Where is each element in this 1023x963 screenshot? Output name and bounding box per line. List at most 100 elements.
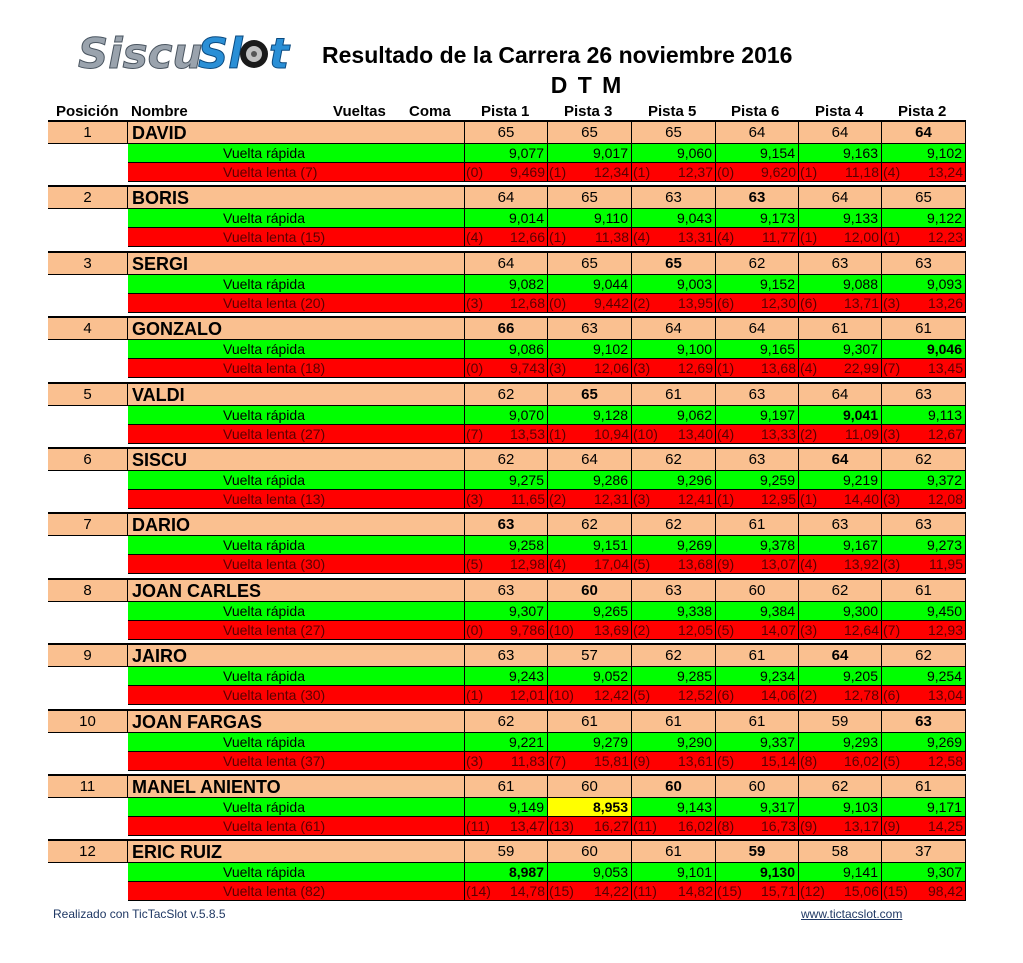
track-laps: 64 xyxy=(799,449,882,471)
slow-lap-rank: (4) xyxy=(717,229,735,245)
row-separator xyxy=(48,709,966,711)
race-category: D T M xyxy=(550,72,624,98)
fast-lap-label: Vuelta rápida xyxy=(128,209,465,228)
slow-lap-time: (9) 13,61 xyxy=(632,752,716,771)
track-laps: 64 xyxy=(799,384,882,406)
slow-lap-rank: (5) xyxy=(717,753,735,769)
slow-lap-rank: (7) xyxy=(466,426,484,442)
track-laps: 60 xyxy=(548,841,632,863)
track-laps: 61 xyxy=(716,645,799,667)
slow-lap-time: (11) 14,82 xyxy=(632,882,716,901)
slow-lap-rank: (1) xyxy=(800,229,818,245)
track-laps: 63 xyxy=(632,580,716,602)
slow-lap-value: 13,71 xyxy=(843,295,879,311)
fast-lap-time: 9,293 xyxy=(799,733,882,752)
slow-lap-rank: (2) xyxy=(633,622,651,638)
slow-lap-value: 12,08 xyxy=(927,491,963,507)
fast-lap-time: 9,171 xyxy=(882,798,966,817)
slow-lap-time: (3) 11,83 xyxy=(465,752,548,771)
fast-lap-time: 9,285 xyxy=(632,667,716,686)
slow-lap-value: 22,99 xyxy=(843,360,879,376)
track-laps: 65 xyxy=(548,253,632,275)
fast-lap-label: Vuelta rápida xyxy=(128,340,465,359)
fast-lap-time: 9,141 xyxy=(799,863,882,882)
driver-name: GONZALO379,028 xyxy=(128,318,465,340)
track-laps: 60 xyxy=(548,776,632,798)
fast-lap-time: 9,130 xyxy=(716,863,799,882)
slow-lap-value: 13,31 xyxy=(677,229,713,245)
slow-lap-value: 15,06 xyxy=(843,883,879,899)
slow-lap-value: 12,05 xyxy=(677,622,713,638)
track-laps: 64 xyxy=(799,187,882,209)
driver-name: BORIS384,077 xyxy=(128,187,465,209)
fast-lap-time: 9,307 xyxy=(799,340,882,359)
track-laps: 61 xyxy=(799,318,882,340)
slow-lap-rank: (6) xyxy=(717,687,735,703)
track-laps: 61 xyxy=(548,711,632,733)
slow-lap-time: (9) 14,25 xyxy=(882,817,966,836)
track-laps: 60 xyxy=(716,580,799,602)
fast-lap-time: 9,450 xyxy=(882,602,966,621)
slow-lap-time: (3) 12,67 xyxy=(882,425,966,444)
slow-lap-value: 13,92 xyxy=(843,556,879,572)
fast-lap-time: 9,269 xyxy=(632,536,716,555)
slow-lap-rank: (12) xyxy=(800,883,825,899)
slow-lap-time: (1) 11,18 xyxy=(799,163,882,182)
track-laps: 65 xyxy=(632,253,716,275)
slow-lap-rank: (3) xyxy=(800,622,818,638)
slow-lap-time: (15) 14,22 xyxy=(548,882,632,901)
fast-lap-time: 9,372 xyxy=(882,471,966,490)
footer-link[interactable]: www.tictacslot.com xyxy=(801,907,903,921)
slow-lap-value: 9,442 xyxy=(593,295,629,311)
slow-lap-value: 15,81 xyxy=(593,753,629,769)
track-laps: 62 xyxy=(799,580,882,602)
fast-lap-time: 9,003 xyxy=(632,275,716,294)
slow-lap-rank: (2) xyxy=(633,295,651,311)
slow-lap-rank: (3) xyxy=(466,491,484,507)
fast-lap-label: Vuelta rápida xyxy=(128,275,465,294)
slow-lap-value: 11,38 xyxy=(595,229,629,245)
slow-lap-value: 12,01 xyxy=(509,687,545,703)
fast-lap-time: 9,082 xyxy=(465,275,548,294)
slow-lap-rank: (10) xyxy=(549,622,574,638)
fast-lap-time: 8,987 xyxy=(465,863,548,882)
driver-name-text: JOAN FARGAS xyxy=(132,712,263,732)
slow-lap-time: (6) 13,71 xyxy=(799,294,882,313)
slow-lap-time: (1) 10,94 xyxy=(548,425,632,444)
fast-lap-time: 9,254 xyxy=(882,667,966,686)
row-separator xyxy=(48,512,966,514)
slow-lap-value: 12,66 xyxy=(509,229,545,245)
track-laps: 63 xyxy=(882,711,966,733)
position-cell: 11 xyxy=(48,776,128,798)
track-laps: 64 xyxy=(465,253,548,275)
slow-lap-time: (5) 15,14 xyxy=(716,752,799,771)
track-laps: 59 xyxy=(716,841,799,863)
row-separator xyxy=(48,578,966,580)
row-separator xyxy=(48,120,966,122)
slow-lap-time: (2) 12,78 xyxy=(799,686,882,705)
fast-lap-time: 9,205 xyxy=(799,667,882,686)
driver-name: JOAN CARLES369,069 xyxy=(128,580,465,602)
track-laps: 62 xyxy=(548,514,632,536)
slow-lap-value: 12,06 xyxy=(593,360,629,376)
slow-lap-rank: (10) xyxy=(549,687,574,703)
slow-lap-rank: (4) xyxy=(633,229,651,245)
slow-lap-value: 13,68 xyxy=(760,360,796,376)
position-cell: 9 xyxy=(48,645,128,667)
fast-lap-label: Vuelta rápida xyxy=(128,406,465,425)
slow-lap-rank: (7) xyxy=(883,622,901,638)
row-separator xyxy=(48,774,966,776)
fast-lap-time: 9,143 xyxy=(632,798,716,817)
slow-lap-time: (5) 12,52 xyxy=(632,686,716,705)
driver-name: ERIC RUIZ334,003 xyxy=(128,841,465,863)
fast-lap-time: 9,197 xyxy=(716,406,799,425)
header-pista: Pista 4 xyxy=(815,103,864,120)
slow-lap-rank: (3) xyxy=(633,491,651,507)
fast-lap-label: Vuelta rápida xyxy=(128,536,465,555)
slow-lap-time: (3) 13,26 xyxy=(882,294,966,313)
slow-lap-rank: (9) xyxy=(800,818,818,834)
slow-lap-label: Vuelta lenta (37) xyxy=(128,752,465,771)
driver-name: MANEL ANIENTO364,011 xyxy=(128,776,465,798)
driver-name-text: DAVID xyxy=(132,123,187,143)
fast-lap-time: 9,317 xyxy=(716,798,799,817)
